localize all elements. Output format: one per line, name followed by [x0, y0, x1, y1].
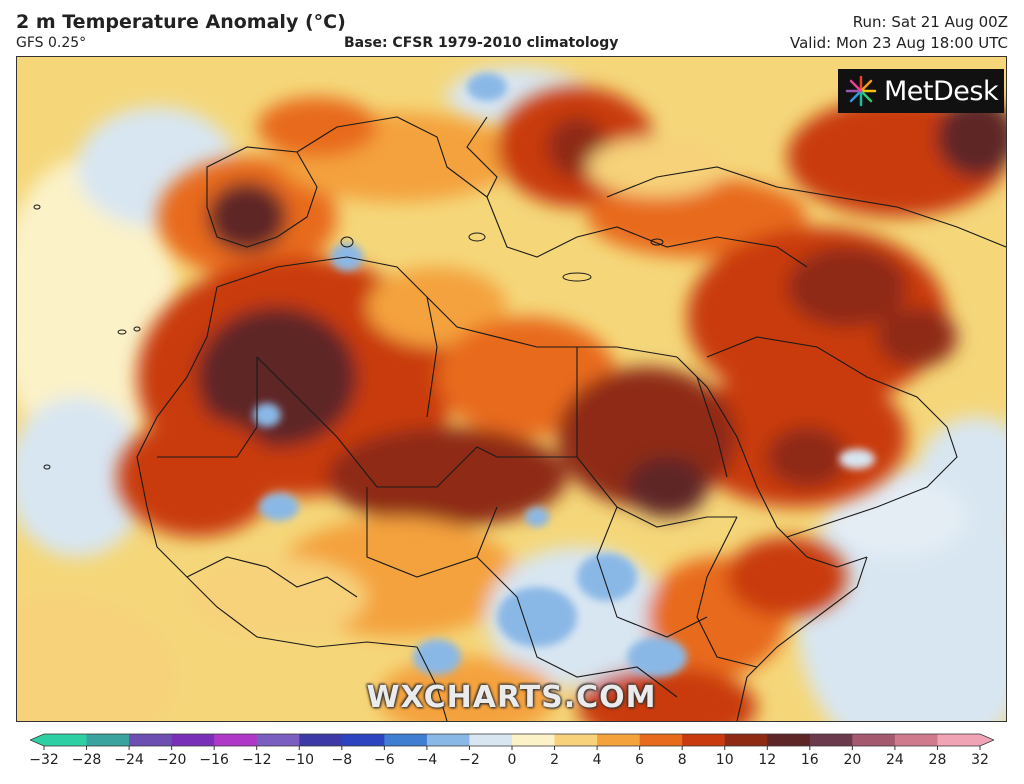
colorbar-tick-label: −12 — [241, 752, 272, 768]
colorbar-segment — [469, 734, 513, 746]
colorbar-segment — [86, 734, 130, 746]
cool-anomaly-spots — [253, 73, 875, 677]
model-label: GFS 0.25° — [16, 35, 87, 51]
colorbar-segment — [299, 734, 343, 746]
colorbar-tick-label: 6 — [635, 752, 645, 768]
header-right: Run: Sat 21 Aug 00Z Valid: Mon 23 Aug 18… — [790, 12, 1008, 54]
colorbar-tick-label: −6 — [374, 752, 395, 768]
colorbar-legend: −32 −28 −24 −20 −16 −12 −10 −8 −6 −4 −2 0 2 4 6 8 10 12 16… — [28, 730, 996, 780]
colorbar-tick-label: −28 — [71, 752, 102, 768]
colorbar-tick-label: 10 — [715, 752, 734, 768]
colorbar-tick-label: 28 — [928, 752, 947, 768]
colorbar-segment — [341, 734, 385, 746]
colorbar-tick-label: −20 — [156, 752, 187, 768]
coastlines-and-borders — [136, 116, 1006, 721]
colorbar-segment — [809, 734, 853, 746]
colorbar-tick-label: 4 — [592, 752, 602, 768]
map-canvas — [17, 57, 1006, 721]
colorbar-segment — [512, 734, 556, 746]
colorbar-tick-label: −10 — [284, 752, 315, 768]
colorbar-segment — [129, 734, 173, 746]
colorbar-tick-label: −8 — [331, 752, 353, 768]
brand-name: MetDesk — [884, 75, 999, 107]
colorbar-tick-label: −24 — [114, 752, 144, 768]
map-title: 2 m Temperature Anomaly (°C) — [16, 11, 346, 33]
colorbar-segment — [44, 734, 88, 746]
colorbar-segment — [256, 734, 300, 746]
islands — [33, 204, 664, 470]
colorbar-tick-label: 2 — [550, 752, 559, 768]
temperature-anomaly-map: MetDesk WXCHARTS.COM — [16, 56, 1007, 722]
colorbar-min-arrow — [30, 734, 44, 746]
colorbar-segment — [384, 734, 428, 746]
colorbar-tick-label: 16 — [800, 752, 819, 768]
colorbar-tick-label: 8 — [677, 752, 687, 768]
watermark: WXCHARTS.COM — [366, 680, 657, 715]
colorbar-tick-label: −2 — [459, 752, 480, 768]
colorbar-segment — [767, 734, 811, 746]
colorbar-tick-label: −16 — [199, 752, 229, 768]
colorbar-segment — [171, 734, 215, 746]
starburst-logo-icon — [845, 75, 877, 107]
colorbar-tick-label: 0 — [507, 752, 517, 768]
metdesk-logo: MetDesk — [838, 69, 1004, 113]
colorbar-strip — [28, 733, 996, 750]
colorbar-segment — [426, 734, 470, 746]
base-climatology-label: Base: CFSR 1979-2010 climatology — [344, 35, 619, 51]
colorbar-tick-label: 12 — [758, 752, 777, 768]
run-time-label: Run: Sat 21 Aug 00Z — [852, 13, 1008, 31]
colorbar-segment — [937, 734, 981, 746]
header-left: 2 m Temperature Anomaly (°C) GFS 0.25° — [16, 10, 346, 52]
colorbar-segment — [852, 734, 896, 746]
colorbar-tick-label: −4 — [416, 752, 438, 768]
colorbar-tick-label: 32 — [971, 752, 989, 768]
colorbar-segment — [682, 734, 726, 746]
colorbar-segment — [597, 734, 641, 746]
colorbar-tick-label: −32 — [29, 752, 59, 768]
colorbar-segment — [554, 734, 598, 746]
colorbar-segment — [639, 734, 683, 746]
colorbar-max-arrow — [980, 734, 994, 746]
colorbar-tick-label: 24 — [885, 752, 904, 768]
colorbar-segment — [724, 734, 768, 746]
colorbar-tick-label: 20 — [843, 752, 862, 768]
valid-time-label: Valid: Mon 23 Aug 18:00 UTC — [789, 34, 1008, 52]
colorbar-segment — [894, 734, 938, 746]
colorbar-segment — [214, 734, 258, 746]
